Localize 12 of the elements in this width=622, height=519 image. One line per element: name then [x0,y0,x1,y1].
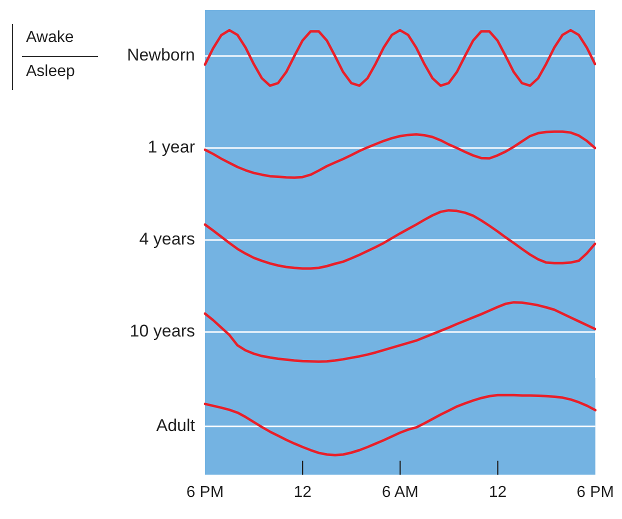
x-tick-label: 6 PM [186,484,224,501]
x-tick-label: 6 PM [576,484,614,501]
y-axis-title: 10 years [130,322,195,341]
y-axis-title: Adult [156,416,196,436]
y-axis-title: 1 year [148,138,196,157]
x-tick-label: 12 [488,484,507,501]
x-tick-label: 12 [294,484,312,501]
x-tick-label: 6 AM [382,484,418,501]
y-axis-title: Newborn [126,46,195,65]
text: Asleep [26,63,75,81]
y-axis-title: 4 years [139,230,195,249]
text: Awake [26,29,74,47]
